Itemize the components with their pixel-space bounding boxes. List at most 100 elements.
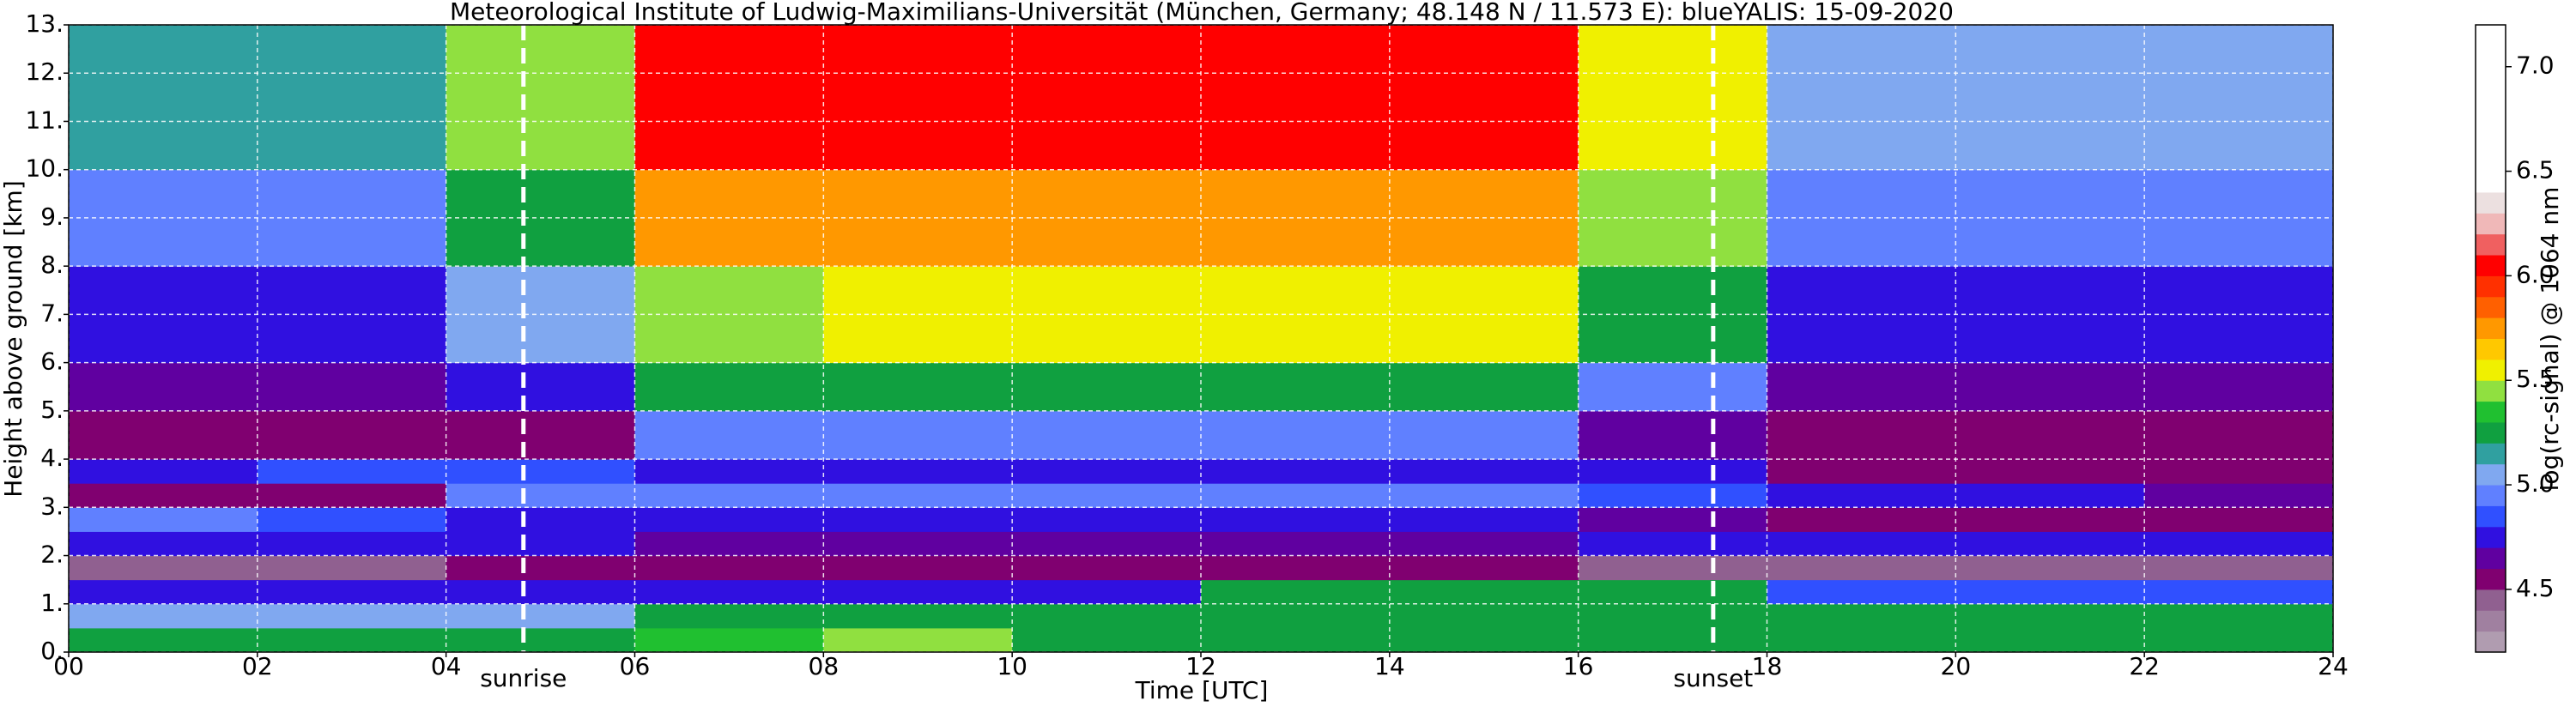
heatmap-cell: [257, 410, 447, 460]
heatmap-cell: [1201, 507, 1391, 532]
chart-title: Meteorological Institute of Ludwig-Maxim…: [450, 0, 1954, 26]
colorbar-swatch: [2476, 338, 2506, 360]
heatmap-cell: [1578, 25, 1767, 171]
colorbar-label: log(rc-signal) @ 1064 nm: [2536, 187, 2564, 492]
heatmap-cell: [2144, 25, 2334, 171]
heatmap-cell: [1767, 25, 1956, 171]
heatmap-cell: [823, 531, 1013, 557]
heatmap-cell: [634, 410, 824, 460]
heatmap-cell: [1955, 507, 2145, 532]
heatmap-cell: [1389, 603, 1579, 629]
heatmap-cell: [1012, 531, 1202, 557]
colorbar-swatch: [2476, 589, 2506, 611]
heatmap-cell: [1955, 483, 2145, 508]
heatmap-cell: [823, 483, 1013, 508]
heatmap-cell: [1201, 531, 1391, 557]
heatmap-cell: [1578, 555, 1767, 581]
heatmap-cell: [69, 25, 258, 171]
heatmap-cell: [1389, 555, 1579, 581]
colorbar-swatch: [2476, 129, 2506, 151]
heatmap-cell: [1767, 410, 1956, 460]
heatmap-cell: [445, 507, 635, 532]
heatmap-cell: [1201, 579, 1391, 605]
heatmap-cell: [1389, 459, 1579, 484]
heatmap-cell: [69, 483, 258, 508]
colorbar-swatch: [2476, 359, 2506, 381]
heatmap-cell: [445, 603, 635, 629]
heatmap-cell: [1578, 410, 1767, 460]
heatmap-cell: [1767, 507, 1956, 532]
y-tick-label: 11.: [25, 106, 64, 134]
x-tick-label: 20: [1941, 652, 1972, 680]
colorbar-swatch: [2476, 255, 2506, 276]
x-tick-label: 14: [1374, 652, 1405, 680]
colorbar-swatch: [2476, 171, 2506, 193]
heatmap-cell: [634, 531, 824, 557]
x-tick-label: 04: [431, 652, 462, 680]
y-tick-label: 13.: [25, 9, 64, 38]
colorbar-swatch: [2476, 463, 2506, 486]
heatmap-cell: [1767, 579, 1956, 605]
heatmap-cell: [823, 362, 1013, 412]
heatmap-cell: [2144, 555, 2334, 581]
heatmap-cell: [1389, 362, 1579, 412]
heatmap-cell: [634, 483, 824, 508]
heatmap-cell: [1389, 483, 1579, 508]
heatmap-cell: [1389, 25, 1579, 171]
heatmap-cell: [1389, 507, 1579, 532]
colorbar-swatch: [2476, 401, 2506, 423]
heatmap-cell: [445, 579, 635, 605]
colorbar-tick-label: 5.5: [2516, 365, 2555, 393]
heatmap-cell: [823, 410, 1013, 460]
x-tick-label: 08: [809, 652, 839, 680]
colorbar-swatch: [2476, 191, 2506, 214]
heatmap-cell: [634, 25, 824, 171]
heatmap-cell: [1201, 603, 1391, 629]
heatmap-cell: [1955, 362, 2145, 412]
heatmap-cell: [823, 555, 1013, 581]
x-tick-label: 12: [1185, 652, 1216, 680]
colorbar-swatch: [2476, 25, 2506, 46]
colorbar-tick-label: 7.0: [2516, 51, 2555, 80]
heatmap-cell: [445, 531, 635, 557]
heatmap-cell: [823, 507, 1013, 532]
y-tick-label: 9.: [40, 202, 64, 231]
heatmap-cell: [1201, 410, 1391, 460]
heatmap-cell: [2144, 507, 2334, 532]
heatmap-cell: [1012, 25, 1202, 171]
heatmap-cell: [1767, 531, 1956, 557]
heatmap-cell: [1389, 410, 1579, 460]
heatmap-cell: [257, 459, 447, 484]
heatmap-cell: [1578, 603, 1767, 629]
x-tick-label: 10: [997, 652, 1027, 680]
heatmap-cell: [69, 459, 258, 484]
heatmap-cell: [634, 555, 824, 581]
colorbar-swatch: [2476, 485, 2506, 506]
heatmap-cell: [634, 507, 824, 532]
colorbar-swatch: [2476, 421, 2506, 444]
annotation-label: sunset: [1673, 664, 1753, 692]
heatmap-cell: [445, 555, 635, 581]
heatmap-cell: [1012, 507, 1202, 532]
heatmap-cell: [257, 483, 447, 508]
heatmap-cell: [2144, 627, 2334, 653]
heatmap-cell: [69, 627, 258, 653]
colorbar-swatch: [2476, 213, 2506, 235]
heatmap-cell: [1578, 531, 1767, 557]
heatmap-cell: [445, 483, 635, 508]
heatmap-cell: [1012, 410, 1202, 460]
x-tick-label: 06: [620, 652, 651, 680]
heatmap-cell: [257, 579, 447, 605]
heatmap-cell: [1201, 362, 1391, 412]
heatmap-cell: [69, 410, 258, 460]
colorbar-swatch: [2476, 526, 2506, 548]
colorbar-swatch: [2476, 631, 2506, 653]
heatmap-cell: [1389, 627, 1579, 653]
heatmap-cell: [1201, 483, 1391, 508]
colorbar-frame: [2475, 24, 2506, 653]
annotation-label: sunrise: [480, 664, 567, 692]
heatmap-cell: [1955, 603, 2145, 629]
heatmap-cell: [257, 555, 447, 581]
heatmap-cell: [1955, 410, 2145, 460]
